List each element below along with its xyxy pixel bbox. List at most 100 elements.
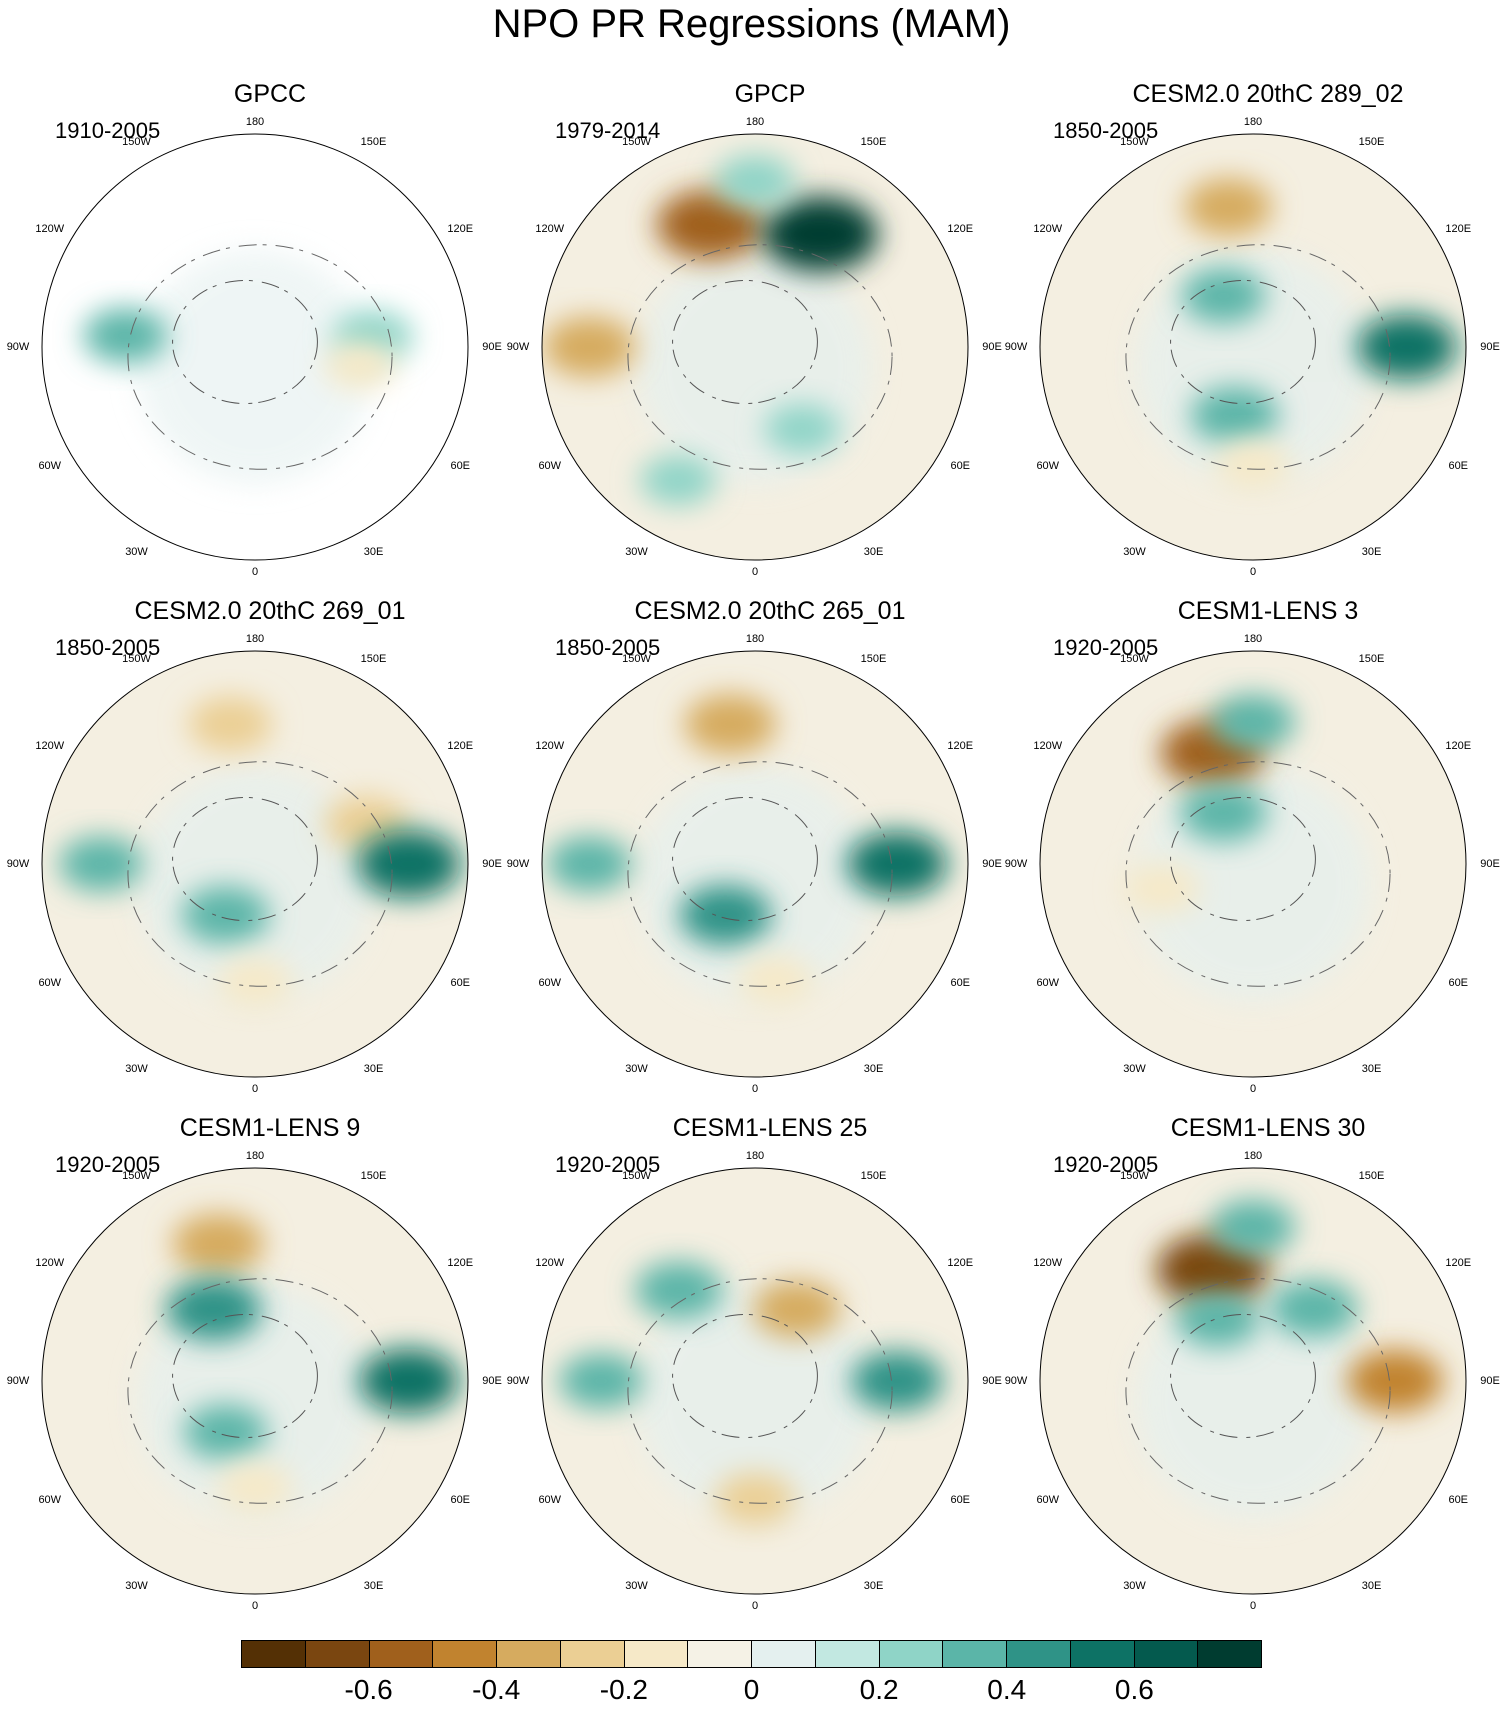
longitude-label: 60W (538, 1493, 562, 1506)
longitude-label: 60W (38, 1493, 62, 1506)
longitude-label: 90W (1004, 1375, 1028, 1387)
anomaly-patch (737, 955, 814, 1006)
longitude-label: 150W (122, 652, 151, 665)
longitude-label: 150W (622, 135, 651, 148)
longitude-label: 150W (1120, 1169, 1149, 1182)
longitude-label: 60E (950, 459, 971, 472)
map-border (541, 1167, 969, 1595)
coastline (1125, 244, 1391, 470)
longitude-label: 0 (751, 1083, 759, 1095)
colorbar-segment (1198, 1641, 1261, 1667)
anomaly-patch (762, 196, 879, 272)
map-panel: CESM1-LENS 9 1920-2005 180 150E 120E 90E 60E 30… (7, 1114, 520, 1634)
coastline (1125, 761, 1391, 987)
anomaly-patch (547, 836, 632, 892)
coastline (672, 1313, 818, 1439)
colorbar-segment (752, 1641, 816, 1667)
period-label: 1920-2005 (1053, 635, 1159, 660)
anomaly-patch (356, 830, 461, 898)
longitude-label: 150E (1358, 135, 1385, 148)
anomaly-patch (59, 836, 144, 892)
coastline (127, 761, 393, 987)
longitude-label: 30W (1123, 1580, 1146, 1593)
longitude-label: 180 (1243, 1150, 1263, 1162)
longitude-label: 90E (1480, 858, 1500, 870)
longitude-label: 90E (1480, 341, 1500, 353)
longitude-label: 30W (625, 1063, 648, 1076)
colorbar-tick-label: -0.6 (344, 1674, 393, 1705)
polar-map (541, 650, 969, 1078)
anomaly-patch (715, 1473, 795, 1526)
longitude-label: 30E (863, 546, 884, 559)
longitude-label: 150E (360, 652, 387, 665)
longitude-label: 30W (125, 1063, 148, 1076)
longitude-label: 150W (622, 1169, 651, 1182)
longitude-label: 90W (6, 1375, 30, 1387)
longitude-label: 150E (860, 135, 887, 148)
longitude-label: 30W (625, 1580, 648, 1593)
longitude-label: 0 (1249, 566, 1257, 578)
longitude-label: 150W (122, 135, 151, 148)
longitude-label: 120W (1033, 739, 1063, 752)
longitude-label: 180 (245, 116, 265, 128)
colorbar-segment (943, 1641, 1007, 1667)
longitude-label: 60E (450, 976, 471, 989)
period-label: 1920-2005 (1053, 1152, 1159, 1177)
longitude-label: 60E (1448, 976, 1469, 989)
longitude-label: 180 (745, 633, 765, 645)
colorbar-segment (433, 1641, 497, 1667)
colorbar-segment (497, 1641, 561, 1667)
longitude-label: 90W (6, 858, 30, 870)
longitude-label: 120W (35, 222, 65, 235)
colorbar-segment (624, 1641, 689, 1667)
colorbar-segment (1007, 1641, 1071, 1667)
colorbar-tick-label: -0.4 (472, 1674, 521, 1705)
longitude-label: 30E (363, 1580, 384, 1593)
longitude-label: 60E (450, 1493, 471, 1506)
anomaly-patch (183, 1404, 268, 1460)
coastline (127, 1278, 393, 1504)
longitude-label: 60W (538, 459, 562, 472)
period-label: 1920-2005 (555, 1152, 661, 1177)
coastline (627, 244, 893, 470)
map-panel: CESM2.0 20thC 289_02 1850-2005 180 150E 120E… (1005, 80, 1503, 600)
longitude-label: 90W (1004, 341, 1028, 353)
panel-title: CESM1-LENS 9 (179, 1114, 361, 1142)
longitude-label: 150W (1120, 652, 1149, 665)
longitude-label: 30E (363, 546, 384, 559)
longitude-label: 120W (35, 1256, 65, 1269)
longitude-label: 30W (125, 1580, 148, 1593)
longitude-label: 150E (360, 1169, 387, 1182)
longitude-label: 120W (1033, 222, 1063, 235)
longitude-label: 90W (506, 858, 530, 870)
longitude-label: 30E (1361, 1580, 1382, 1593)
map-border (41, 1167, 469, 1595)
anomaly-patch (83, 308, 168, 364)
colorbar-segment (688, 1641, 752, 1667)
longitude-label: 30E (363, 1063, 384, 1076)
anomaly-patch (217, 957, 293, 1008)
longitude-label: 60E (1448, 1493, 1469, 1506)
anomaly-patch (181, 886, 270, 944)
colorbar-segment (305, 1641, 370, 1667)
longitude-label: 60E (950, 1493, 971, 1506)
longitude-label: 120W (535, 739, 565, 752)
coastline (1170, 279, 1316, 405)
coastline (672, 796, 818, 922)
polar-map (41, 133, 469, 561)
coastline (172, 1313, 318, 1439)
anomaly-patch (358, 1348, 459, 1414)
period-label: 1910-2005 (55, 118, 161, 143)
panel-title: CESM2.0 20thC 289_02 (1132, 80, 1404, 108)
longitude-label: 150E (360, 135, 387, 148)
polar-map (1039, 650, 1467, 1078)
anomaly-patch (1356, 314, 1457, 380)
longitude-label: 0 (251, 1083, 259, 1095)
longitude-label: 90E (982, 341, 1002, 353)
colorbar-segment (242, 1641, 306, 1667)
longitude-label: 150E (1358, 652, 1385, 665)
anomaly-patch (1179, 784, 1268, 842)
map-border (1039, 650, 1467, 1078)
coastline (127, 244, 393, 470)
longitude-label: 0 (1249, 1083, 1257, 1095)
